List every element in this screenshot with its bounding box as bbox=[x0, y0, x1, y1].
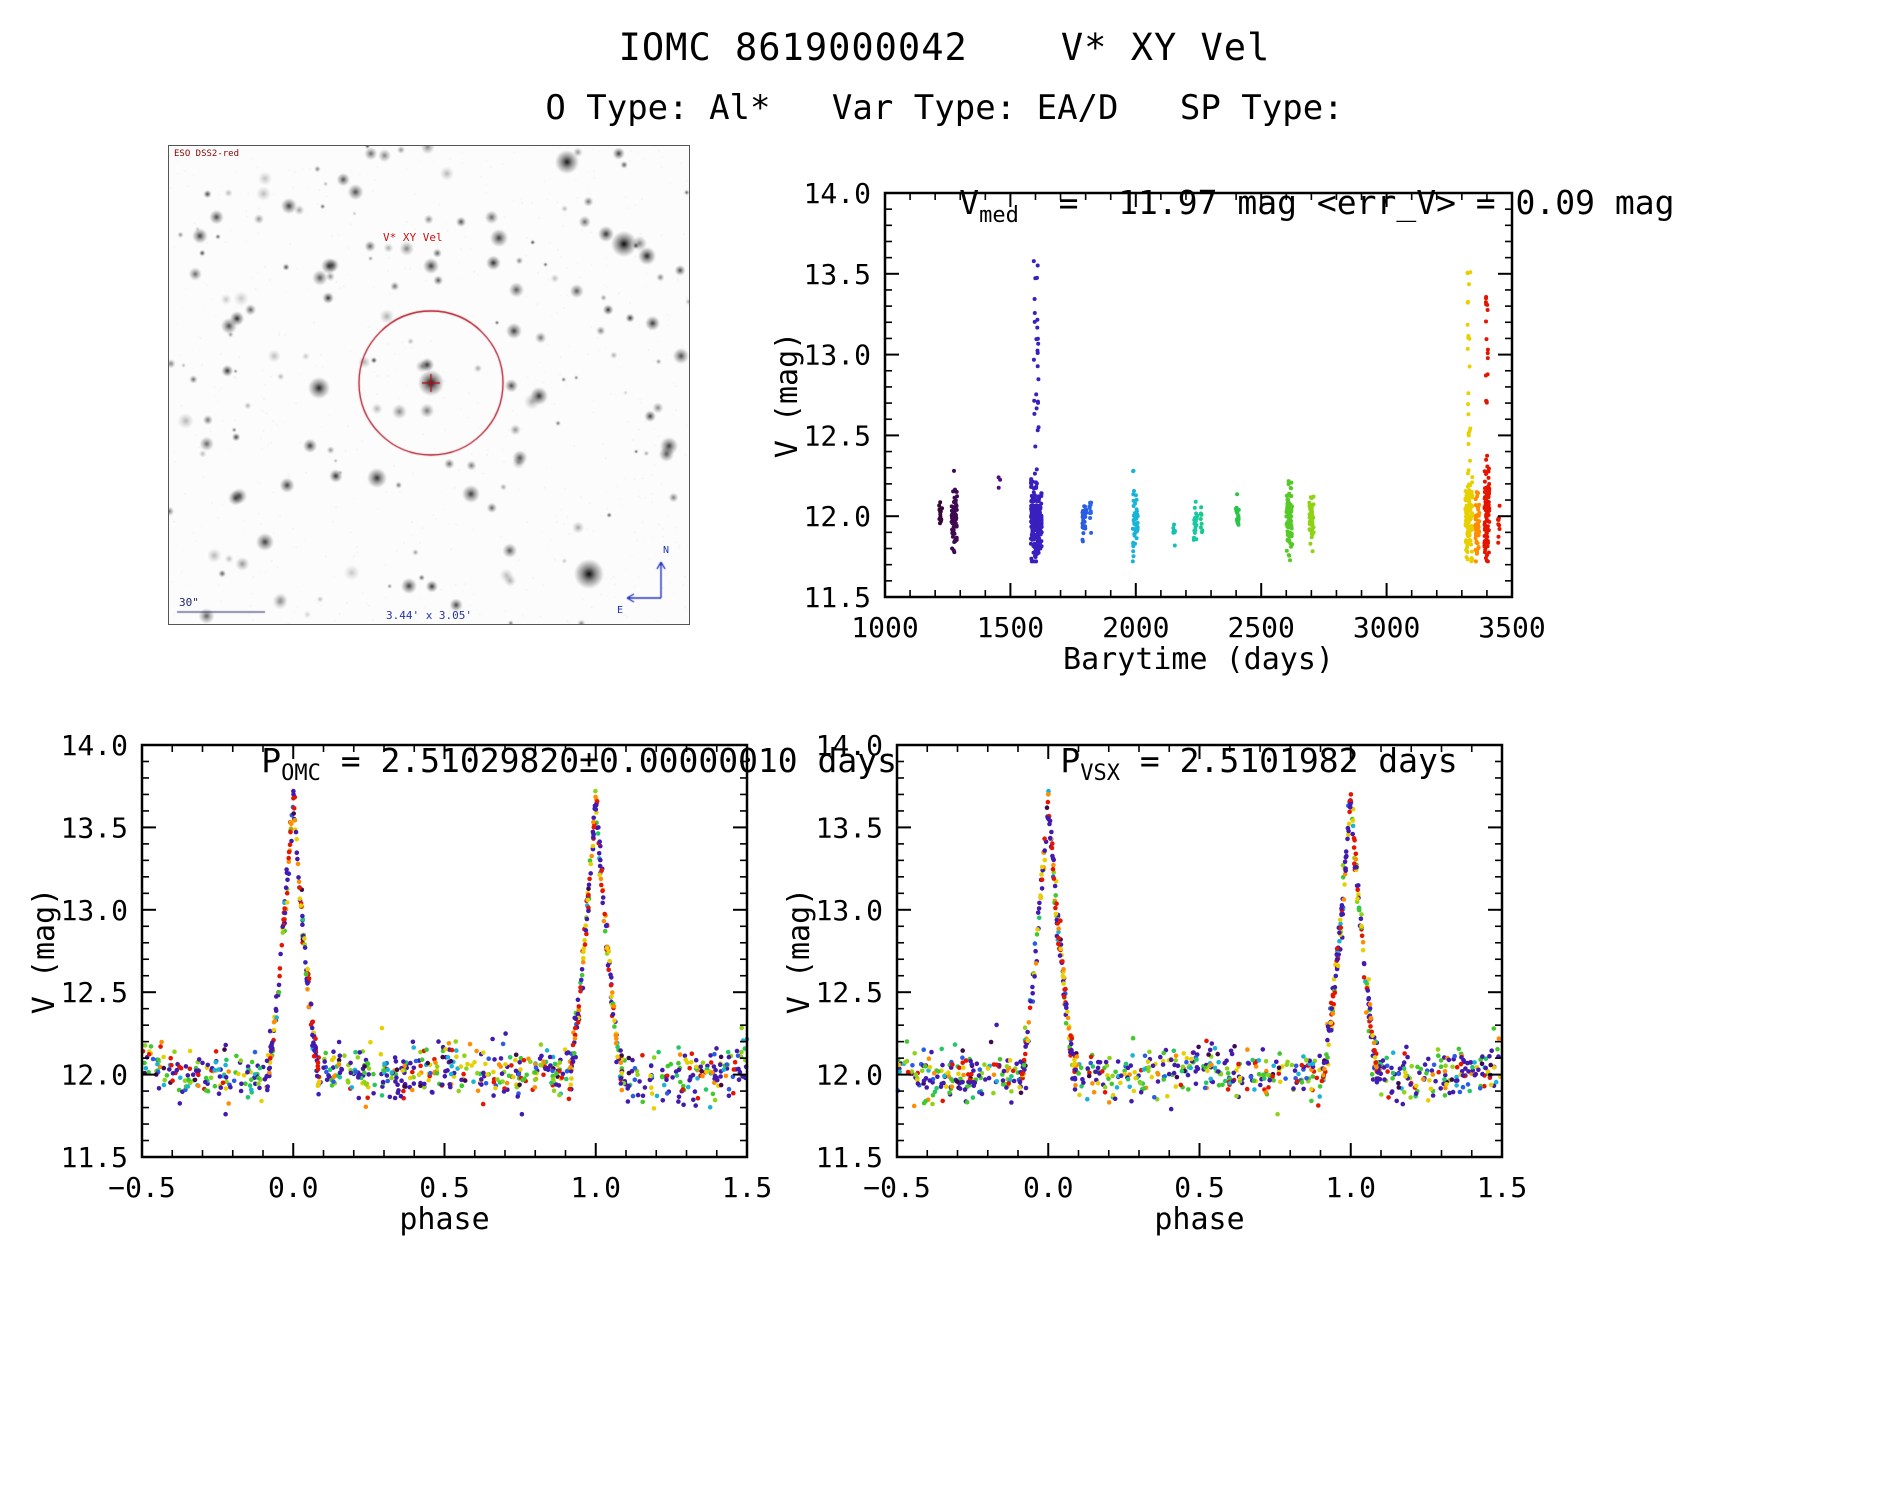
vmed-subscript: med bbox=[979, 203, 1019, 228]
page-title: IOMC 8619000042 V* XY Vel bbox=[618, 26, 1271, 69]
svg-text:14.0: 14.0 bbox=[816, 729, 883, 762]
svg-text:13.5: 13.5 bbox=[804, 258, 871, 291]
starfield-image bbox=[169, 146, 689, 624]
pomc-symbol: P bbox=[261, 741, 282, 780]
ts-xlabel: Barytime (days) bbox=[1063, 642, 1334, 677]
compass-east-label: E bbox=[616, 605, 623, 616]
phase-plot-omc-title: POMC = 2.51029820±0.00000010 days bbox=[142, 702, 897, 825]
svg-text:13.5: 13.5 bbox=[61, 811, 128, 844]
svg-text:3000: 3000 bbox=[1353, 611, 1420, 644]
axes: −0.5 0.0 0.5 1.0 1.5 11.5 12.0 12.5 13.0 13.5 14.0… bbox=[782, 729, 1527, 1237]
page-subtitle: O Type: Al* Var Type: EA/D SP Type: bbox=[545, 88, 1344, 128]
axes: 1000 1500 2000 2500 3000 3500 11.5 12.0 12.5 13.0… bbox=[770, 177, 1546, 677]
lightcurve-time-plot: Vmed = 11.97 mag <err_V> = 0.09 mag 1000… bbox=[770, 140, 1674, 702]
svg-text:12.5: 12.5 bbox=[804, 419, 871, 452]
svg-text:11.5: 11.5 bbox=[816, 1141, 883, 1174]
svg-text:1.0: 1.0 bbox=[570, 1171, 621, 1204]
data-points bbox=[140, 788, 750, 1117]
pvsx-subscript: VSX bbox=[1080, 761, 1121, 786]
finder-chart: ESO DSS2-red V* XY Vel 30" 3.44' x 3.05'… bbox=[168, 145, 690, 625]
svg-text:12.0: 12.0 bbox=[61, 1059, 128, 1092]
omc-ylabel: V (mag) bbox=[27, 888, 62, 1014]
survey-label: ESO DSS2-red bbox=[174, 149, 240, 159]
scale-label: 30" bbox=[179, 596, 199, 609]
svg-text:11.5: 11.5 bbox=[804, 581, 871, 614]
svg-text:−0.5: −0.5 bbox=[108, 1171, 175, 1204]
svg-text:13.0: 13.0 bbox=[816, 894, 883, 927]
target-label: V* XY Vel bbox=[383, 231, 443, 244]
svg-text:12.0: 12.0 bbox=[804, 500, 871, 533]
svg-text:0.5: 0.5 bbox=[419, 1171, 470, 1204]
data-points bbox=[895, 788, 1503, 1117]
svg-text:1.0: 1.0 bbox=[1325, 1171, 1376, 1204]
omc-xlabel: phase bbox=[399, 1202, 489, 1237]
svg-text:0.5: 0.5 bbox=[1174, 1171, 1225, 1204]
phase-plot-vsx: PVSX = 2.5101982 days −0.5 0.0 0.5 1.0 1.5 11… bbox=[775, 700, 1539, 1285]
vsx-ylabel: V (mag) bbox=[782, 888, 817, 1014]
svg-text:13.0: 13.0 bbox=[804, 339, 871, 372]
svg-text:11.5: 11.5 bbox=[61, 1141, 128, 1174]
svg-text:12.5: 12.5 bbox=[816, 976, 883, 1009]
axes: −0.5 0.0 0.5 1.0 1.5 11.5 12.0 12.5 13.0 13.5 14.0… bbox=[27, 729, 772, 1237]
svg-text:2000: 2000 bbox=[1102, 611, 1169, 644]
svg-text:14.0: 14.0 bbox=[804, 177, 871, 210]
fov-label: 3.44' x 3.05' bbox=[385, 609, 473, 622]
phase-plot-omc: POMC = 2.51029820±0.00000010 days −0.5 0.… bbox=[20, 700, 897, 1285]
svg-text:12.0: 12.0 bbox=[816, 1059, 883, 1092]
pvsx-value-text: = 2.5101982 days bbox=[1120, 741, 1458, 780]
ts-ylabel: V (mag) bbox=[770, 332, 805, 458]
svg-text:13.5: 13.5 bbox=[816, 811, 883, 844]
pomc-subscript: OMC bbox=[281, 761, 321, 786]
vsx-chart-svg: −0.5 0.0 0.5 1.0 1.5 11.5 12.0 12.5 13.0 13.5 14.0… bbox=[782, 729, 1527, 1237]
svg-text:1.5: 1.5 bbox=[1477, 1171, 1528, 1204]
ts-chart-svg: 1000 1500 2000 2500 3000 3500 11.5 12.0 12.5 13.0… bbox=[770, 177, 1546, 677]
data-points bbox=[937, 259, 1502, 564]
svg-text:0.0: 0.0 bbox=[268, 1171, 319, 1204]
svg-text:1.5: 1.5 bbox=[722, 1171, 773, 1204]
compass-north-label: N bbox=[662, 545, 669, 556]
pomc-value-text: = 2.51029820±0.00000010 days bbox=[320, 741, 898, 780]
svg-text:0.0: 0.0 bbox=[1023, 1171, 1074, 1204]
svg-text:3500: 3500 bbox=[1478, 611, 1545, 644]
omc-chart-svg: −0.5 0.0 0.5 1.0 1.5 11.5 12.0 12.5 13.0 13.5 14.0… bbox=[27, 729, 772, 1237]
vsx-xlabel: phase bbox=[1154, 1202, 1244, 1237]
svg-text:14.0: 14.0 bbox=[61, 729, 128, 762]
phase-plot-vsx-title: PVSX = 2.5101982 days bbox=[897, 702, 1502, 825]
svg-text:1000: 1000 bbox=[851, 611, 918, 644]
svg-text:13.0: 13.0 bbox=[61, 894, 128, 927]
pvsx-symbol: P bbox=[1060, 741, 1081, 780]
svg-text:−0.5: −0.5 bbox=[863, 1171, 930, 1204]
svg-text:12.5: 12.5 bbox=[61, 976, 128, 1009]
svg-text:1500: 1500 bbox=[977, 611, 1044, 644]
svg-text:2500: 2500 bbox=[1227, 611, 1294, 644]
